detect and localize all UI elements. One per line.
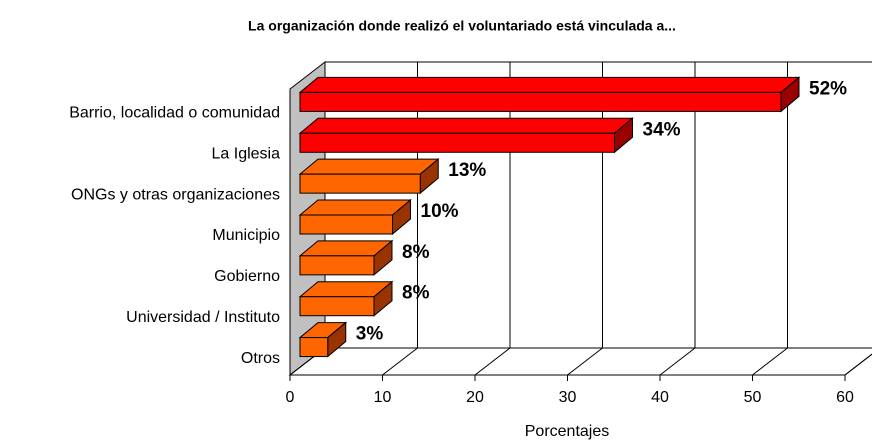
bar-top bbox=[298, 117, 634, 134]
x-tick-label: 10 bbox=[374, 389, 392, 406]
bar-top bbox=[298, 158, 440, 175]
bar bbox=[299, 337, 329, 358]
bar bbox=[299, 214, 393, 235]
value-label: 3% bbox=[356, 324, 384, 345]
grid-line-floor bbox=[844, 353, 872, 376]
grid-line-floor bbox=[659, 347, 696, 376]
grid-line-floor bbox=[752, 347, 788, 376]
x-axis-label: Porcentajes bbox=[525, 423, 610, 440]
bar bbox=[299, 296, 375, 317]
floor bbox=[288, 347, 872, 376]
bar-top bbox=[298, 199, 412, 216]
y-tick-label: Otros bbox=[241, 350, 280, 367]
value-label: 34% bbox=[643, 119, 681, 140]
x-tick-label: 60 bbox=[836, 389, 854, 406]
value-label: 8% bbox=[402, 283, 430, 304]
x-tick-label: 40 bbox=[651, 389, 669, 406]
value-label: 13% bbox=[448, 160, 486, 181]
x-tick-label: 30 bbox=[559, 389, 577, 406]
y-tick-label: Universidad / Instituto bbox=[126, 309, 280, 326]
y-tick-label: ONGs y otras organizaciones bbox=[71, 186, 280, 203]
x-tick-label: 20 bbox=[466, 389, 484, 406]
bar bbox=[299, 173, 421, 194]
y-tick-label: Gobierno bbox=[214, 268, 280, 285]
value-label: 8% bbox=[402, 242, 430, 263]
y-tick-label: Barrio, localidad o comunidad bbox=[69, 105, 280, 122]
bar bbox=[299, 255, 375, 276]
grid-line-floor bbox=[474, 347, 511, 376]
bar-top bbox=[298, 76, 801, 93]
x-tick-label: 50 bbox=[744, 389, 762, 406]
y-tick-label: Municipio bbox=[212, 227, 280, 244]
x-tick-label: 0 bbox=[286, 389, 295, 406]
chart-title: La organización donde realizó el volunta… bbox=[248, 18, 676, 34]
value-label: 52% bbox=[809, 78, 847, 99]
bar bbox=[299, 132, 615, 153]
bar bbox=[299, 91, 782, 112]
y-tick-label: La Iglesia bbox=[212, 146, 281, 163]
value-label: 10% bbox=[421, 201, 459, 222]
grid-line-floor bbox=[567, 347, 603, 376]
grid-line-floor bbox=[382, 347, 418, 376]
